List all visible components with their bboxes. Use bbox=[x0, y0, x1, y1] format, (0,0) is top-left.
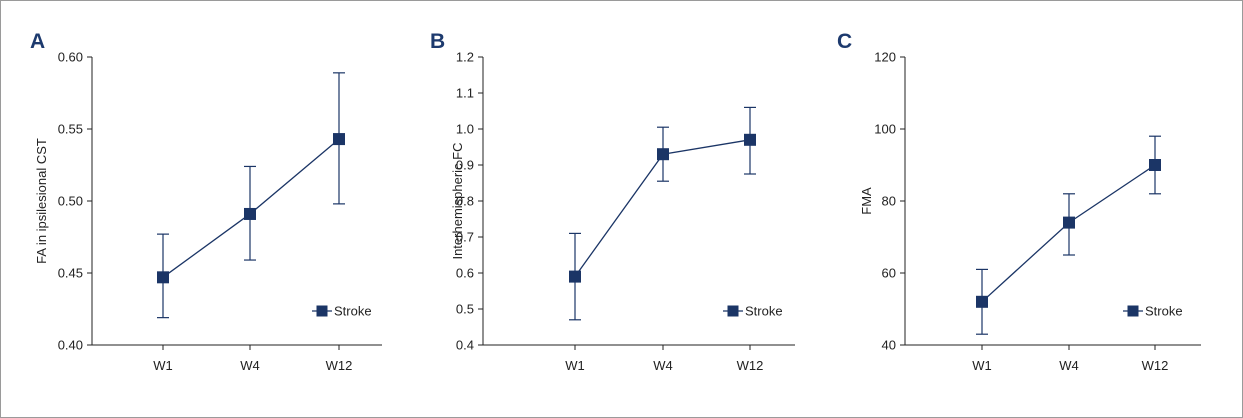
y-tick-label: 1.1 bbox=[456, 86, 474, 101]
panel-letter: C bbox=[837, 30, 852, 53]
legend-marker bbox=[727, 305, 739, 317]
y-tick-label: 120 bbox=[874, 50, 896, 65]
y-tick-label: 100 bbox=[874, 122, 896, 137]
data-point-marker bbox=[333, 133, 345, 146]
data-point-marker bbox=[1149, 159, 1161, 171]
x-tick-label: W4 bbox=[653, 358, 673, 373]
data-point-marker bbox=[569, 270, 581, 283]
y-tick-label: 0.9 bbox=[456, 158, 474, 173]
chart-panel-b: B 0.4 0.5 0.6 0.7 0.8 0.9 1.0 1.1 1.2 W1 W4 W12 Inter… bbox=[430, 30, 795, 373]
chart-panel-c: C 40 60 80 100 120 W1 W4 W12 FMA Stroke bbox=[837, 30, 1201, 373]
y-tick-label: 1.0 bbox=[456, 122, 474, 137]
x-tick-label: W4 bbox=[240, 358, 260, 373]
y-tick-label: 0.6 bbox=[456, 266, 474, 281]
data-point-marker bbox=[657, 148, 669, 161]
legend-label: Stroke bbox=[745, 304, 783, 319]
x-tick-label: W12 bbox=[737, 358, 764, 373]
legend-marker bbox=[316, 305, 328, 317]
panel-letter: B bbox=[430, 30, 445, 53]
y-tick-label: 0.8 bbox=[456, 194, 474, 209]
legend-label: Stroke bbox=[1145, 304, 1183, 319]
data-point-marker bbox=[744, 133, 756, 146]
y-tick-label: 0.40 bbox=[58, 338, 83, 353]
panel-letter: A bbox=[30, 30, 45, 53]
x-tick-label: W1 bbox=[153, 358, 173, 373]
x-tick-label: W1 bbox=[565, 358, 585, 373]
x-tick-label: W12 bbox=[326, 358, 353, 373]
y-tick-label: 40 bbox=[882, 338, 896, 353]
y-tick-label: 0.5 bbox=[456, 302, 474, 317]
legend-marker bbox=[1127, 305, 1139, 317]
y-tick-label: 0.60 bbox=[58, 50, 83, 65]
y-tick-label: 0.55 bbox=[58, 122, 83, 137]
data-point-marker bbox=[976, 295, 988, 308]
y-tick-label: 0.50 bbox=[58, 194, 83, 209]
y-axis-title: Interhemispheric FC bbox=[450, 142, 465, 259]
y-tick-label: 0.4 bbox=[456, 338, 474, 353]
y-tick-label: 1.2 bbox=[456, 50, 474, 65]
y-tick-label: 60 bbox=[882, 266, 896, 281]
x-tick-label: W12 bbox=[1142, 358, 1169, 373]
y-tick-label: 80 bbox=[882, 194, 896, 209]
y-tick-label: 0.45 bbox=[58, 266, 83, 281]
legend-label: Stroke bbox=[334, 304, 372, 319]
data-point-marker bbox=[157, 271, 169, 284]
x-tick-label: W4 bbox=[1059, 358, 1079, 373]
x-tick-label: W1 bbox=[972, 358, 992, 373]
y-tick-label: 0.7 bbox=[456, 230, 474, 245]
y-axis-title: FMA bbox=[859, 187, 874, 215]
y-axis-title: FA in ipsilesional CST bbox=[34, 138, 49, 264]
chart-panel-a: A 0.40 0.45 0.50 0.55 0.60 W1 W4 W12 FA in ipsile… bbox=[30, 30, 382, 373]
data-point-marker bbox=[244, 207, 256, 220]
data-point-marker bbox=[1063, 216, 1075, 229]
